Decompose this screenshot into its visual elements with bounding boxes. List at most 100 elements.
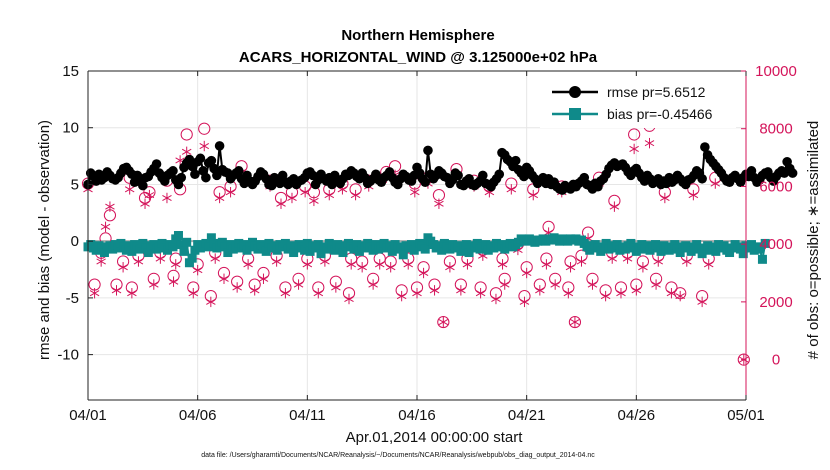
assimilated-obs-marker	[638, 262, 648, 273]
asterisk-stroke	[357, 264, 367, 271]
asterisk-stroke	[232, 284, 242, 291]
footnote: data file: /Users/gharamti/Documents/NCA…	[201, 452, 595, 459]
assimilated-obs-marker	[456, 285, 466, 296]
assimilated-obs-marker	[629, 143, 639, 155]
assimilated-obs-marker	[144, 189, 155, 201]
bias-point	[127, 246, 137, 256]
assimilated-obs-marker	[576, 256, 587, 267]
assimilated-obs-marker	[622, 253, 633, 264]
asterisk-stroke	[565, 264, 576, 271]
possible-obs-marker	[568, 315, 582, 329]
asterisk-stroke	[418, 269, 429, 277]
asterisk-stroke	[429, 287, 440, 294]
asterisk-stroke	[528, 192, 539, 199]
bias-point	[456, 246, 466, 256]
asterisk-stroke	[576, 258, 587, 265]
bias-point	[322, 244, 332, 254]
asterisk-stroke	[412, 290, 422, 297]
bias-point	[631, 246, 641, 256]
asterisk-stroke	[570, 319, 580, 326]
rmse-point	[195, 153, 206, 164]
rmse-point	[423, 145, 433, 156]
assimilated-obs-marker	[541, 259, 552, 270]
bias-point	[108, 244, 118, 254]
assimilated-obs-marker	[403, 259, 413, 270]
bias-point	[694, 244, 704, 254]
asterisk-stroke	[192, 267, 203, 274]
bias-point	[368, 245, 378, 255]
assimilated-obs-marker	[168, 276, 179, 287]
y2-tick-label: 2000	[759, 294, 792, 311]
assimilated-obs-marker	[214, 192, 225, 204]
possible-obs-marker	[437, 315, 450, 329]
bias-point	[245, 242, 255, 252]
bias-point	[280, 238, 290, 248]
bias-point	[286, 241, 296, 251]
y-tick-label: -5	[66, 290, 79, 307]
series-layer	[83, 141, 798, 268]
bias-point	[637, 240, 647, 250]
bias-point	[239, 240, 249, 250]
bias-point	[220, 242, 230, 252]
asterisk-stroke	[703, 261, 714, 268]
asterisk-stroke	[168, 278, 179, 285]
asterisk-stroke	[497, 261, 508, 268]
asterisk-stroke	[149, 281, 159, 288]
bias-point	[352, 240, 362, 250]
possible-obs-marker	[628, 128, 641, 141]
asterisk-stroke	[513, 246, 523, 253]
asterisk-stroke	[629, 145, 639, 152]
rmse-point	[787, 168, 798, 178]
asterisk-stroke	[616, 290, 626, 297]
bias-point	[261, 246, 271, 256]
assimilated-obs-marker	[565, 262, 576, 273]
assimilated-obs-marker	[118, 262, 128, 273]
asterisk-stroke	[206, 298, 216, 305]
bias-point	[612, 240, 622, 250]
asterisk-stroke	[660, 194, 670, 202]
bias-point	[138, 238, 148, 248]
bias-point	[234, 238, 244, 248]
assimilated-obs-marker	[600, 290, 611, 302]
x-tick-label: 04/21	[508, 407, 546, 424]
asterisk-stroke	[385, 264, 396, 271]
bias-point	[143, 248, 153, 258]
assimilated-obs-marker	[506, 184, 517, 195]
bias-point	[738, 249, 748, 259]
bias-point	[670, 240, 680, 250]
asterisk-stroke	[350, 192, 361, 199]
legend: rmse pr=5.6512 bias pr=-0.45466	[540, 76, 736, 128]
asterisk-stroke	[155, 255, 166, 262]
assimilated-obs-marker	[181, 146, 192, 158]
bias-point	[697, 249, 707, 259]
asterisk-stroke	[506, 186, 517, 193]
assimilated-obs-marker	[445, 262, 455, 273]
legend-rmse-marker	[569, 86, 581, 98]
bias-point	[703, 241, 713, 251]
bias-point	[760, 238, 770, 248]
assimilated-obs-marker	[434, 198, 444, 209]
asterisk-stroke	[313, 290, 324, 297]
bias-point	[387, 246, 397, 256]
asterisk-stroke	[170, 261, 181, 268]
rmse-point	[420, 177, 431, 187]
asterisk-stroke	[118, 264, 128, 271]
asterisk-stroke	[243, 261, 253, 268]
assimilated-obs-marker	[587, 279, 598, 290]
bias-point	[472, 238, 482, 248]
y2-tick-label: 8000	[759, 121, 792, 138]
chart-title: Northern Hemisphere	[341, 27, 494, 44]
assimilated-obs-marker	[675, 290, 685, 302]
asterisk-stroke	[697, 298, 707, 305]
bias-point	[289, 248, 299, 258]
y2-tick-label: 10000	[755, 63, 797, 80]
bias-point	[179, 246, 189, 256]
bias-point	[461, 240, 471, 250]
chart-subtitle: ACARS_HORIZONTAL_WIND @ 3.125000e+02 hPa	[239, 49, 598, 66]
assimilated-obs-marker	[563, 288, 574, 299]
asterisk-stroke	[337, 186, 348, 193]
bias-point	[601, 238, 611, 248]
bias-point	[264, 238, 274, 248]
asterisk-stroke	[410, 189, 420, 196]
bias-point	[686, 246, 696, 256]
